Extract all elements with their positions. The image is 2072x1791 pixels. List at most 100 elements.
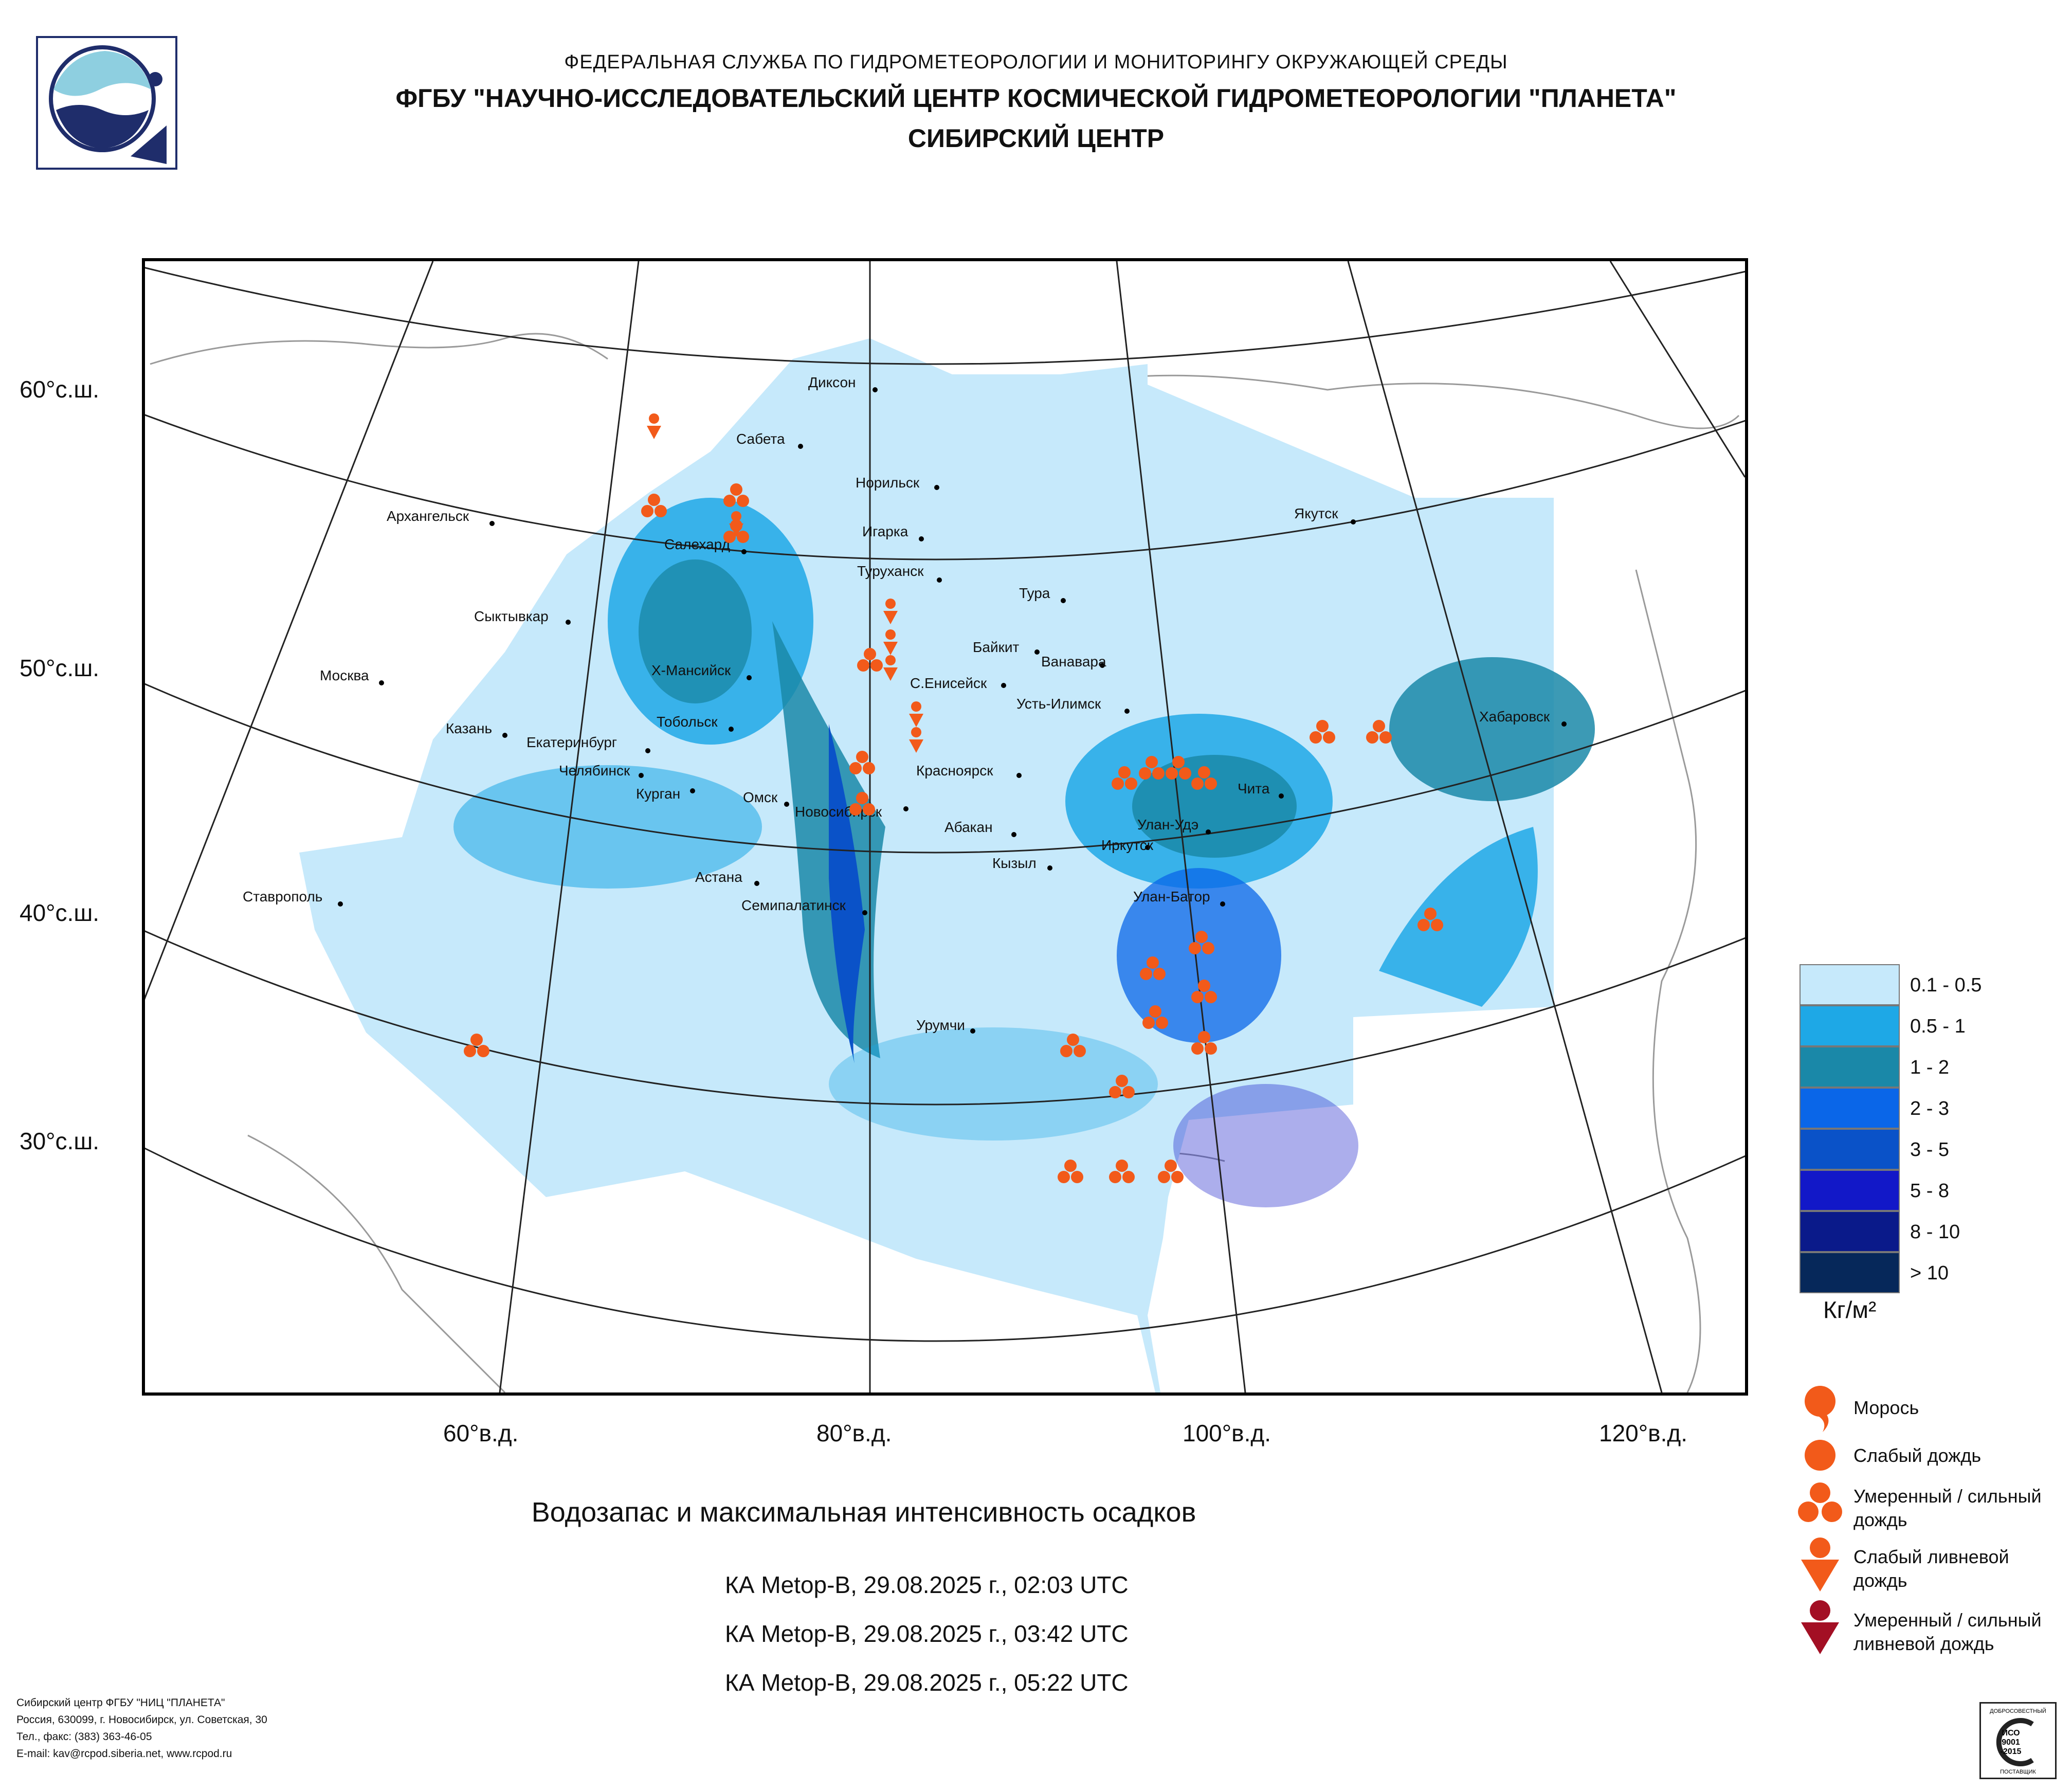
heavy-rain-icon (723, 483, 749, 507)
legend-swatch (1800, 1088, 1900, 1129)
iso-badge-text: ДОБРОСОВЕСТНЫЙ (1990, 1708, 2046, 1714)
city-label: Улан-Батор (1133, 889, 1210, 904)
heavy-rain-icon (849, 792, 875, 816)
city-label: Екатеринбург (526, 734, 617, 750)
city-label: Х-Мансийск (651, 662, 731, 678)
heavy-rain-icon (1166, 756, 1191, 780)
footer-org: Сибирский центр ФГБУ "НИЦ "ПЛАНЕТА" (16, 1697, 225, 1709)
precipitation-map: Диксон Сабета Норильск Игарка Туруханск … (142, 258, 1748, 1396)
heavy-rain-icon (1310, 720, 1335, 744)
lon-label: 100°в.д. (1183, 1420, 1271, 1446)
precipitation-symbols (464, 413, 1443, 1183)
satellite-pass: КА Metop-B, 29.08.2025 г., 05:22 UTC (725, 1669, 1129, 1696)
city-label: Урумчи (916, 1017, 965, 1033)
city-label: Игарка (862, 523, 908, 539)
city-label: Норильск (856, 475, 920, 491)
heavy-rain-icon (1191, 980, 1217, 1003)
map-title: Водозапас и максимальная интенсивность о… (531, 1497, 1196, 1528)
legend-label: 5 - 8 (1910, 1180, 1950, 1202)
lon-label: 120°в.д. (1599, 1420, 1687, 1446)
city-label: Тура (1019, 585, 1050, 601)
legend-label: > 10 (1910, 1262, 1949, 1284)
city-label: Курган (636, 786, 680, 802)
map-canvas: Диксон Сабета Норильск Игарка Туруханск … (145, 261, 1745, 1392)
legend-label: 0.1 - 0.5 (1910, 974, 1982, 996)
legend-swatch (1800, 1046, 1900, 1088)
city-label: Ванавара (1041, 654, 1106, 670)
city-labels: Диксон Сабета Норильск Игарка Туруханск … (243, 374, 1550, 1033)
light-rain-icon (1805, 1440, 1835, 1471)
legend-swatch (1800, 1211, 1900, 1252)
light-shower-icon (883, 629, 898, 655)
iso-badge-text: ПОСТАВЩИК (2000, 1769, 2036, 1775)
light-shower-icon (647, 413, 661, 439)
legend-label: 3 - 5 (1910, 1139, 1950, 1161)
city-label: Сыктывкар (474, 608, 549, 624)
city-label: Салехард (664, 536, 730, 552)
heavy-rain-icon (1189, 931, 1214, 954)
legend-label: 1 - 2 (1910, 1057, 1950, 1078)
heavy-rain-icon (1142, 1005, 1168, 1029)
legend-swatch (1800, 964, 1900, 1005)
city-label: Сабета (736, 431, 785, 447)
city-label: Тобольск (657, 714, 718, 730)
city-dots (338, 387, 1567, 1034)
heavy-rain-icon (1058, 1160, 1083, 1183)
legend-label: 2 - 3 (1910, 1098, 1950, 1119)
light-shower-icon (883, 655, 898, 681)
symbol-legend-icons (1798, 1386, 1842, 1654)
symbol-label: Слабый ливневой дождь (1853, 1546, 2009, 1591)
legend-swatch (1800, 1005, 1900, 1046)
city-label: Диксон (808, 374, 856, 390)
symbol-label: Морось (1853, 1397, 1919, 1418)
planeta-logo (36, 36, 177, 170)
lat-label: 60°с.ш. (20, 376, 100, 403)
city-label: Красноярск (916, 763, 993, 779)
iso-badge-text: ИСО (2002, 1729, 2020, 1738)
light-shower-icon (729, 511, 743, 537)
legend-label: 0.5 - 1 (1910, 1016, 1966, 1037)
heavy-rain-icon (849, 751, 875, 774)
city-label: Кызыл (992, 855, 1037, 871)
header-institute: ФГБУ "НАУЧНО-ИССЛЕДОВАТЕЛЬСКИЙ ЦЕНТР КОС… (395, 84, 1677, 113)
drizzle-icon (1805, 1386, 1835, 1432)
symbol-label: Умеренный / сильный ливневой дождь (1853, 1609, 2042, 1654)
heavy-rain-icon (1112, 766, 1137, 790)
city-label: Абакан (944, 819, 993, 835)
water-content-field (299, 338, 1595, 1392)
iso-badge-text: -2015 (2001, 1747, 2022, 1756)
heavy-rain-icon (1158, 1160, 1184, 1183)
heavy-rain-icon (1366, 720, 1392, 744)
city-label: Омск (743, 789, 778, 805)
iso-badge-text: 9001 (2002, 1738, 2020, 1747)
header-center: СИБИРСКИЙ ЦЕНТР (907, 124, 1165, 153)
graticule (145, 261, 1745, 1392)
light-shower-icon (883, 599, 898, 624)
satellite-pass: КА Metop-B, 29.08.2025 г., 02:03 UTC (725, 1571, 1129, 1598)
city-label: Казань (446, 720, 492, 736)
city-label: Якутск (1294, 505, 1338, 521)
legend-unit: Кг/м² (1823, 1296, 1877, 1323)
city-label: Семипалатинск (741, 897, 846, 913)
heavy-rain-icon (1139, 756, 1165, 780)
footer-email: E-mail: kav@rcpod.siberia.net, www.rcpod… (16, 1748, 232, 1760)
satellite-pass: КА Metop-B, 29.08.2025 г., 03:42 UTC (725, 1620, 1129, 1647)
heavy-rain-icon (1140, 956, 1166, 980)
legend-swatch (1800, 1252, 1900, 1293)
lat-label: 50°с.ш. (20, 655, 100, 681)
symbol-label: Слабый дождь (1853, 1445, 1982, 1466)
lon-label: 80°в.д. (816, 1420, 892, 1446)
heavy-rain-icon (857, 648, 883, 672)
heavy-rain-icon (1109, 1160, 1135, 1183)
city-label: Ставрополь (243, 889, 322, 904)
legend-swatch (1800, 1129, 1900, 1170)
city-label: Чита (1238, 781, 1270, 797)
lat-label: 40°с.ш. (20, 899, 100, 926)
light-shower-icon (909, 727, 923, 753)
lat-label: 30°с.ш. (20, 1128, 100, 1154)
legend-label: 8 - 10 (1910, 1221, 1960, 1243)
heavy-rain-icon (1191, 1031, 1217, 1055)
heavy-rain-icon (1417, 908, 1443, 931)
heavy-rain-icon (1191, 766, 1217, 790)
city-label: Челябинск (559, 763, 630, 779)
